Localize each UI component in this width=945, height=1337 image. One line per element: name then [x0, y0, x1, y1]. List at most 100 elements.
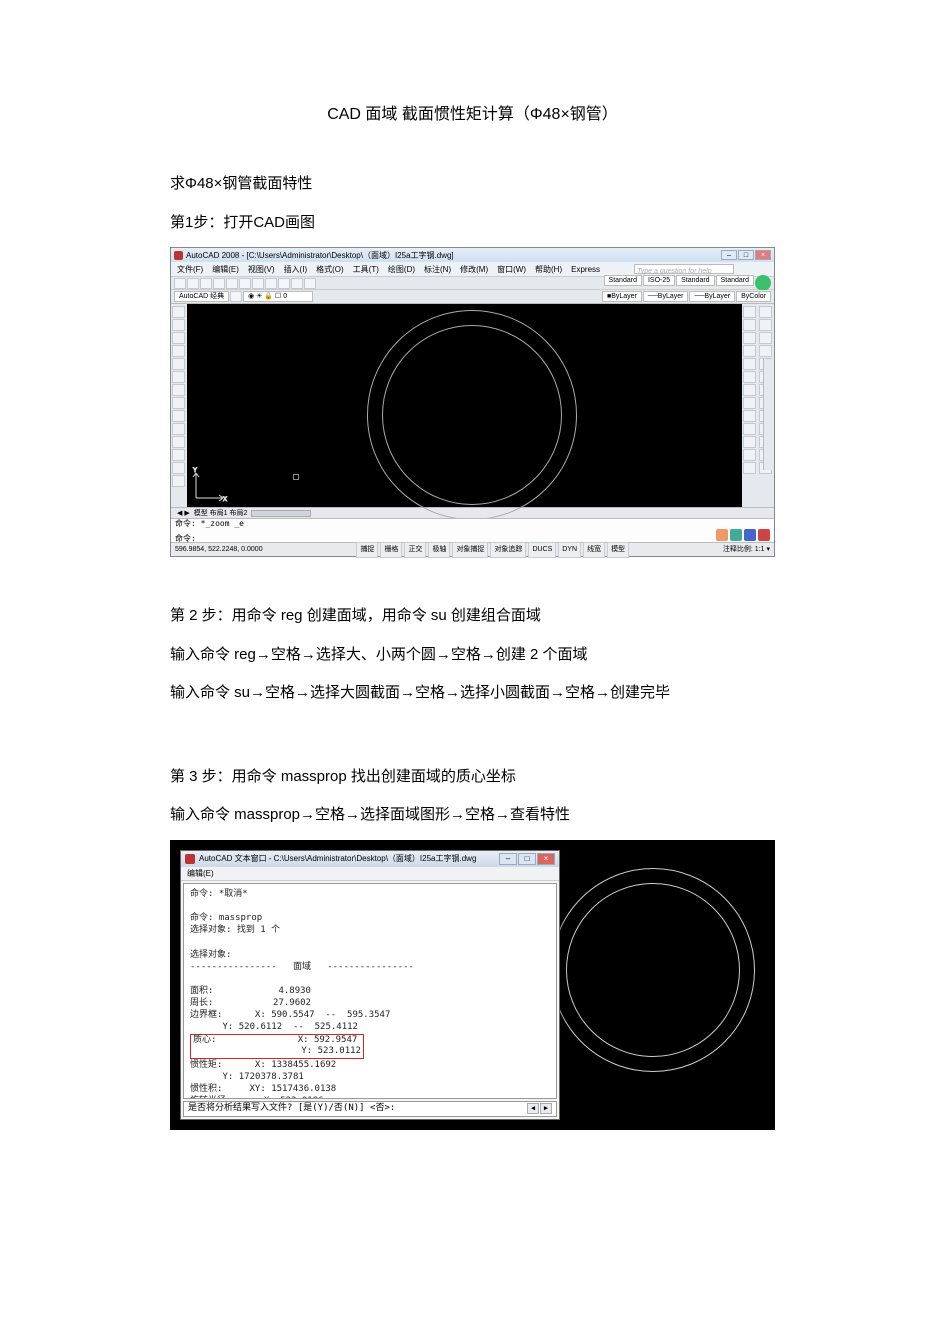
below-icon[interactable] — [759, 345, 772, 357]
comm-center-icon[interactable] — [755, 275, 771, 291]
cut-icon[interactable] — [226, 278, 238, 289]
doc-step3: 第 3 步：用命令 massprop 找出创建面域的质心坐标 — [170, 763, 775, 792]
new-icon[interactable] — [174, 278, 186, 289]
maximize-button[interactable]: □ — [738, 250, 754, 260]
scroll-left-icon[interactable]: ◀ — [527, 1103, 539, 1114]
chamfer-icon[interactable] — [743, 449, 756, 461]
paste-icon[interactable] — [252, 278, 264, 289]
menu-insert[interactable]: 插入(I) — [284, 262, 308, 277]
move-icon[interactable] — [743, 371, 756, 383]
cmd-history: 命令: *_zoom _e — [175, 516, 770, 531]
text-icon[interactable] — [172, 449, 185, 461]
fillet-icon[interactable] — [743, 436, 756, 448]
undo-icon[interactable] — [265, 278, 277, 289]
menu-file[interactable]: 文件(F) — [177, 262, 203, 277]
cmd-prompt: 命令: — [175, 531, 770, 546]
color-dropdown[interactable]: ■ ByLayer — [602, 291, 642, 302]
arc-icon[interactable] — [172, 358, 185, 370]
menu-modify[interactable]: 修改(M) — [460, 262, 488, 277]
tray-opt-icon[interactable] — [744, 529, 756, 541]
doc-step3a: 输入命令 massprop→空格→选择面域图形→空格→查看特性 — [170, 801, 775, 830]
style-dropdown-3[interactable]: Standard — [676, 275, 714, 286]
rotate-icon[interactable] — [743, 384, 756, 396]
spline-icon[interactable] — [172, 384, 185, 396]
rectangle-icon[interactable] — [172, 345, 185, 357]
scroll-right-icon[interactable]: ▶ — [540, 1103, 552, 1114]
front-icon[interactable] — [759, 306, 772, 318]
help-search-input[interactable]: Type a question for help — [634, 264, 734, 274]
mirror-icon[interactable] — [743, 332, 756, 344]
region-icon[interactable] — [172, 423, 185, 435]
svg-text:X: X — [223, 497, 227, 503]
center-mark — [293, 474, 299, 480]
window-titlebar: AutoCAD 2008 - [C:\Users\Administrator\D… — [171, 248, 774, 262]
style-dropdown-1[interactable]: Standard — [604, 275, 642, 286]
tray-ime-icon[interactable] — [730, 529, 742, 541]
tray-sogou-icon[interactable] — [716, 529, 728, 541]
menu-format[interactable]: 格式(O) — [316, 262, 344, 277]
drawing-canvas[interactable]: XY — [187, 304, 742, 507]
ellipse-icon[interactable] — [172, 397, 185, 409]
save-icon[interactable] — [200, 278, 212, 289]
menu-window[interactable]: 窗口(W) — [497, 262, 526, 277]
polygon-icon[interactable] — [172, 332, 185, 344]
menu-express[interactable]: Express — [571, 262, 600, 277]
textwin-min[interactable]: – — [499, 853, 517, 865]
minimize-button[interactable]: – — [721, 250, 737, 260]
above-icon[interactable] — [759, 332, 772, 344]
plotstyle-dropdown[interactable]: ByColor — [736, 291, 771, 302]
doc-step2: 第 2 步：用命令 reg 创建面域，用命令 su 创建组合面域 — [170, 602, 775, 631]
linetype-dropdown[interactable]: ── ByLayer — [643, 291, 689, 302]
textwin-prompt[interactable]: 是否将分析结果写入文件? [是(Y)/否(N)] <否>: ◀ ▶ — [183, 1101, 557, 1117]
menu-tools[interactable]: 工具(T) — [353, 262, 379, 277]
textwin-output: 命令: *取消* 命令: massprop 选择对象: 找到 1 个 选择对象:… — [183, 883, 557, 1099]
pan-icon[interactable] — [291, 278, 303, 289]
open-icon[interactable] — [187, 278, 199, 289]
copy-icon[interactable] — [239, 278, 251, 289]
polyline-icon[interactable] — [172, 319, 185, 331]
lineweight-dropdown[interactable]: ── ByLayer — [689, 291, 735, 302]
extend-icon[interactable] — [743, 423, 756, 435]
tray-cn-icon[interactable] — [758, 529, 770, 541]
textwin-max[interactable]: □ — [518, 853, 536, 865]
circle-icon[interactable] — [172, 371, 185, 383]
textwin-menu-edit[interactable]: 编辑(E) — [187, 866, 214, 881]
menu-edit[interactable]: 编辑(E) — [212, 262, 239, 277]
textwin-close[interactable]: × — [537, 853, 555, 865]
menu-view[interactable]: 视图(V) — [248, 262, 275, 277]
back-icon[interactable] — [759, 319, 772, 331]
layer-dropdown[interactable]: ◉ ☀ 🔒 ☐ 0 — [243, 291, 313, 302]
table-icon[interactable] — [172, 436, 185, 448]
close-button[interactable]: × — [755, 250, 771, 260]
style-dropdown-4[interactable]: Standard — [716, 275, 754, 286]
window-title: AutoCAD 2008 - [C:\Users\Administrator\D… — [186, 248, 454, 263]
erase-icon[interactable] — [743, 306, 756, 318]
menu-dimen[interactable]: 标注(N) — [424, 262, 451, 277]
explode-icon[interactable] — [743, 462, 756, 474]
toolbar-properties: AutoCAD 经典 ◉ ☀ 🔒 ☐ 0 ■ ByLayer ── ByLaye… — [171, 290, 774, 304]
doc-step2b: 输入命令 su→空格→选择大圆截面→空格→选择小圆截面→空格→创建完毕 — [170, 679, 775, 708]
scale-icon[interactable] — [743, 397, 756, 409]
scrollbar-vertical[interactable] — [763, 359, 774, 470]
trim-icon[interactable] — [743, 410, 756, 422]
toolbar-standard: Standard ISO-25 Standard Standard — [171, 276, 774, 290]
hatch-icon[interactable] — [172, 410, 185, 422]
copy2-icon[interactable] — [743, 319, 756, 331]
offset-icon[interactable] — [743, 345, 756, 357]
text-window: AutoCAD 文本窗口 - C:\Users\Administrator\De… — [180, 850, 560, 1120]
point-icon[interactable] — [172, 475, 185, 487]
textwin-titlebar: AutoCAD 文本窗口 - C:\Users\Administrator\De… — [181, 851, 559, 867]
line-icon[interactable] — [172, 306, 185, 318]
menu-draw[interactable]: 绘图(D) — [388, 262, 415, 277]
array-icon[interactable] — [743, 358, 756, 370]
zoom-icon[interactable] — [304, 278, 316, 289]
command-line[interactable]: 命令: *_zoom _e 命令: — [171, 518, 774, 542]
menu-help[interactable]: 帮助(H) — [535, 262, 562, 277]
layer-icon[interactable] — [230, 291, 242, 302]
style-dropdown-2[interactable]: ISO-25 — [643, 275, 675, 286]
screenshot-massprop: AutoCAD 文本窗口 - C:\Users\Administrator\De… — [170, 840, 775, 1130]
workspace-dropdown[interactable]: AutoCAD 经典 — [174, 291, 229, 302]
block-icon[interactable] — [172, 462, 185, 474]
redo-icon[interactable] — [278, 278, 290, 289]
print-icon[interactable] — [213, 278, 225, 289]
